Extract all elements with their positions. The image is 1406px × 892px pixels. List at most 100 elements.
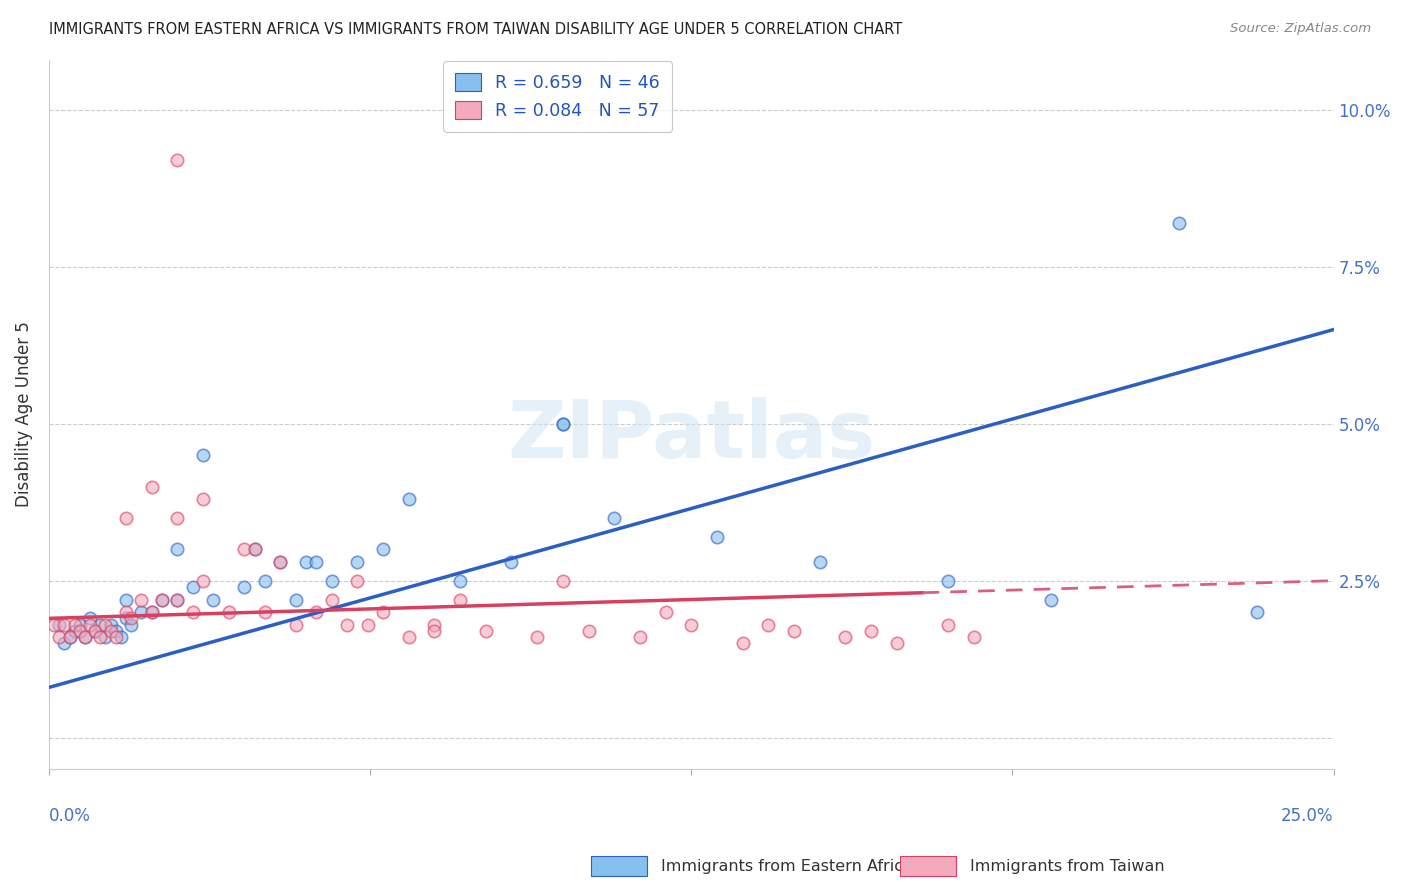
Point bbox=[371, 542, 394, 557]
Point bbox=[1168, 216, 1191, 230]
Point bbox=[233, 542, 256, 557]
Point bbox=[321, 592, 343, 607]
Point bbox=[141, 605, 163, 619]
Text: 0.0%: 0.0% bbox=[49, 806, 91, 825]
Point bbox=[681, 617, 703, 632]
Point bbox=[104, 624, 127, 638]
Point bbox=[233, 580, 256, 594]
Text: Immigrants from Eastern Africa: Immigrants from Eastern Africa bbox=[661, 859, 912, 873]
Point bbox=[63, 617, 86, 632]
Point bbox=[501, 555, 523, 569]
Point bbox=[551, 574, 574, 588]
Point bbox=[100, 617, 122, 632]
Point bbox=[110, 630, 132, 644]
Point bbox=[628, 630, 651, 644]
Point bbox=[731, 636, 754, 650]
Point bbox=[1246, 605, 1268, 619]
Point bbox=[336, 617, 359, 632]
Point bbox=[120, 611, 142, 625]
Point bbox=[79, 617, 101, 632]
Point bbox=[474, 624, 496, 638]
Point bbox=[808, 555, 831, 569]
Point bbox=[886, 636, 908, 650]
Point bbox=[115, 605, 138, 619]
Point bbox=[141, 479, 163, 493]
Point bbox=[58, 630, 80, 644]
Point bbox=[218, 605, 240, 619]
Point bbox=[423, 617, 446, 632]
Point bbox=[253, 605, 276, 619]
Point bbox=[526, 630, 548, 644]
Point bbox=[100, 624, 122, 638]
Point bbox=[449, 592, 471, 607]
Point bbox=[150, 592, 173, 607]
Point bbox=[166, 592, 188, 607]
Point bbox=[191, 574, 214, 588]
Point bbox=[53, 617, 76, 632]
Point bbox=[578, 624, 600, 638]
Point bbox=[94, 630, 117, 644]
Point bbox=[936, 574, 959, 588]
Point bbox=[84, 624, 107, 638]
Point bbox=[963, 630, 986, 644]
Point bbox=[94, 617, 117, 632]
Point bbox=[295, 555, 318, 569]
Point bbox=[423, 624, 446, 638]
Point bbox=[398, 630, 420, 644]
Point bbox=[42, 617, 65, 632]
Point bbox=[346, 574, 368, 588]
Text: 25.0%: 25.0% bbox=[1281, 806, 1334, 825]
Point bbox=[166, 153, 188, 167]
Point bbox=[141, 605, 163, 619]
Point bbox=[53, 636, 76, 650]
Point bbox=[783, 624, 806, 638]
Point bbox=[834, 630, 856, 644]
Point bbox=[706, 530, 728, 544]
Point bbox=[243, 542, 266, 557]
Point bbox=[131, 592, 153, 607]
Point bbox=[73, 630, 96, 644]
Point bbox=[69, 624, 91, 638]
Point bbox=[269, 555, 291, 569]
Point bbox=[346, 555, 368, 569]
Point bbox=[305, 555, 328, 569]
Point bbox=[243, 542, 266, 557]
Point bbox=[253, 574, 276, 588]
Point bbox=[69, 617, 91, 632]
Point bbox=[305, 605, 328, 619]
Point bbox=[758, 617, 780, 632]
Y-axis label: Disability Age Under 5: Disability Age Under 5 bbox=[15, 321, 32, 508]
Point bbox=[104, 630, 127, 644]
Point bbox=[181, 605, 204, 619]
Point bbox=[115, 611, 138, 625]
Text: ZIPatlas: ZIPatlas bbox=[508, 397, 876, 475]
Point bbox=[131, 605, 153, 619]
Point bbox=[860, 624, 883, 638]
Point bbox=[166, 542, 188, 557]
Point bbox=[115, 592, 138, 607]
Point bbox=[449, 574, 471, 588]
Point bbox=[166, 511, 188, 525]
Point bbox=[284, 592, 307, 607]
Point bbox=[551, 417, 574, 431]
Point bbox=[371, 605, 394, 619]
Point bbox=[284, 617, 307, 632]
Point bbox=[181, 580, 204, 594]
Point bbox=[58, 630, 80, 644]
Point bbox=[48, 617, 70, 632]
Point bbox=[115, 511, 138, 525]
Point bbox=[48, 630, 70, 644]
Point bbox=[356, 617, 378, 632]
Point bbox=[73, 630, 96, 644]
Point bbox=[936, 617, 959, 632]
Point bbox=[89, 617, 111, 632]
Point bbox=[120, 617, 142, 632]
Text: IMMIGRANTS FROM EASTERN AFRICA VS IMMIGRANTS FROM TAIWAN DISABILITY AGE UNDER 5 : IMMIGRANTS FROM EASTERN AFRICA VS IMMIGR… bbox=[49, 22, 903, 37]
Text: Source: ZipAtlas.com: Source: ZipAtlas.com bbox=[1230, 22, 1371, 36]
Point bbox=[63, 624, 86, 638]
Point bbox=[191, 491, 214, 506]
Legend: R = 0.659   N = 46, R = 0.084   N = 57: R = 0.659 N = 46, R = 0.084 N = 57 bbox=[443, 62, 672, 132]
Point bbox=[551, 417, 574, 431]
Point bbox=[202, 592, 225, 607]
Point bbox=[269, 555, 291, 569]
